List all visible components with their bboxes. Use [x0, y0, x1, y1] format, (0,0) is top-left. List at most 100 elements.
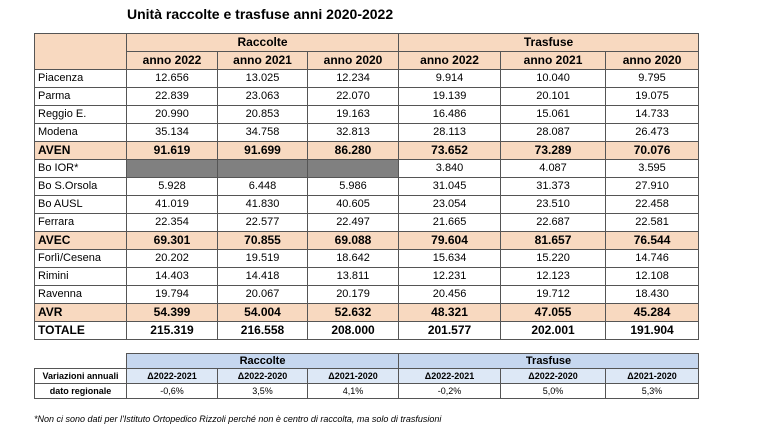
- variations-group-row: Raccolte Trasfuse: [35, 353, 700, 369]
- row-label: Piacenza: [34, 69, 127, 88]
- value-cell: 40.605: [306, 195, 400, 214]
- table-row: Ferrara 22.354 22.577 22.497 21.665 22.687 22.…: [34, 213, 700, 232]
- value-cell: 9.795: [605, 69, 700, 88]
- value-cell: 79.604: [398, 231, 502, 250]
- value-cell: 54.004: [217, 303, 308, 322]
- value-cell: 15.634: [398, 249, 502, 268]
- table-row: Modena 35.134 34.758 32.813 28.113 28.087 26.4…: [34, 123, 700, 142]
- value-cell: 5.928: [126, 177, 218, 196]
- row-label: AVEN: [34, 141, 127, 160]
- value-cell: 13.811: [306, 267, 400, 286]
- value-cell: 13.025: [217, 69, 308, 88]
- blank-cell: [35, 354, 127, 369]
- value-cell: 19.794: [126, 285, 218, 304]
- units-table: Raccolte Trasfuse anno 2022 anno 2021 an…: [34, 33, 700, 340]
- value-cell: 48.321: [398, 303, 502, 322]
- value-cell: 70.076: [605, 141, 700, 160]
- row-label: Ravenna: [34, 285, 127, 304]
- row-label: AVR: [34, 303, 127, 322]
- row-label: TOTALE: [34, 321, 127, 340]
- value-cell: 12.123: [500, 267, 607, 286]
- variation-value: 5,0%: [500, 383, 607, 399]
- value-cell: 20.179: [306, 285, 400, 304]
- value-cell: 22.577: [217, 213, 308, 232]
- value-cell: 9.914: [398, 69, 502, 88]
- variation-value: -0,6%: [126, 383, 218, 399]
- value-cell: 216.558: [217, 321, 308, 340]
- value-cell: 191.904: [605, 321, 700, 340]
- value-cell: 202.001: [500, 321, 607, 340]
- value-cell: 91.619: [126, 141, 218, 160]
- table-row: Bo S.Orsola 5.928 6.448 5.986 31.045 31.373 27…: [34, 177, 700, 196]
- value-cell: 69.301: [126, 231, 218, 250]
- row-label: AVEC: [34, 231, 127, 250]
- value-cell: 19.519: [217, 249, 308, 268]
- period-header: Δ2021-2020: [605, 368, 700, 384]
- row-label: Forlì/Cesena: [34, 249, 127, 268]
- table-title: Unità raccolte e trasfuse anni 2020-2022: [127, 6, 394, 22]
- value-cell: 70.855: [217, 231, 308, 250]
- row-label: Modena: [34, 123, 127, 142]
- raccolte-group-header: Raccolte: [125, 33, 400, 52]
- table-row: Rimini 14.403 14.418 13.811 12.231 12.123 12.1…: [34, 267, 700, 286]
- year-header: anno 2022: [398, 51, 502, 70]
- table-body: Piacenza 12.656 13.025 12.234 9.914 10.040 9.7…: [34, 69, 700, 340]
- value-cell: 19.712: [500, 285, 607, 304]
- row-label: Bo S.Orsola: [34, 177, 127, 196]
- value-cell: 10.040: [500, 69, 607, 88]
- value-cell: [306, 159, 400, 178]
- variations-row-label: Variazioni annuali: [34, 368, 127, 384]
- row-label: Bo IOR*: [34, 159, 127, 178]
- value-cell: 20.853: [217, 105, 308, 124]
- value-cell: 20.990: [126, 105, 218, 124]
- value-cell: 28.113: [398, 123, 502, 142]
- row-label: Bo AUSL: [34, 195, 127, 214]
- value-cell: 6.448: [217, 177, 308, 196]
- value-cell: 31.373: [500, 177, 607, 196]
- value-cell: 15.220: [500, 249, 607, 268]
- value-cell: 14.403: [126, 267, 218, 286]
- value-cell: 91.699: [217, 141, 308, 160]
- variations-value-row: dato regionale -0,6% 3,5% 4,1% -0,2% 5,0…: [34, 383, 700, 399]
- value-cell: 14.746: [605, 249, 700, 268]
- row-label: Rimini: [34, 267, 127, 286]
- value-cell: 20.101: [500, 87, 607, 106]
- value-cell: [217, 159, 308, 178]
- year-header: anno 2022: [126, 51, 218, 70]
- year-header: anno 2020: [605, 51, 700, 70]
- table-row: Forlì/Cesena 20.202 19.519 18.642 15.634 15.2…: [34, 249, 700, 268]
- variations-raccolte-header: Raccolte: [125, 353, 400, 369]
- variations-trasfuse-header: Trasfuse: [398, 353, 700, 369]
- value-cell: 23.063: [217, 87, 308, 106]
- value-cell: 73.289: [500, 141, 607, 160]
- value-cell: 12.234: [306, 69, 400, 88]
- corner-cell: [34, 33, 127, 70]
- year-header: anno 2020: [306, 51, 400, 70]
- value-cell: 208.000: [306, 321, 400, 340]
- value-cell: 22.581: [605, 213, 700, 232]
- value-cell: 52.632: [306, 303, 400, 322]
- value-cell: 47.055: [500, 303, 607, 322]
- value-cell: 3.595: [605, 159, 700, 178]
- year-header: anno 2021: [217, 51, 308, 70]
- value-cell: 45.284: [605, 303, 700, 322]
- value-cell: [126, 159, 218, 178]
- period-header: Δ2021-2020: [306, 368, 400, 384]
- value-cell: 22.497: [306, 213, 400, 232]
- variation-value: 5,3%: [605, 383, 700, 399]
- value-cell: 22.354: [126, 213, 218, 232]
- value-cell: 22.458: [605, 195, 700, 214]
- table-row: Bo IOR* 3.840 4.087 3.595: [34, 159, 700, 178]
- period-header: Δ2022-2020: [217, 368, 308, 384]
- value-cell: 19.075: [605, 87, 700, 106]
- value-cell: 26.473: [605, 123, 700, 142]
- value-cell: 32.813: [306, 123, 400, 142]
- value-cell: 3.840: [398, 159, 502, 178]
- variations-table: Raccolte Trasfuse Variazioni annuali Δ20…: [34, 353, 700, 399]
- value-cell: 20.456: [398, 285, 502, 304]
- value-cell: 22.839: [126, 87, 218, 106]
- value-cell: 34.758: [217, 123, 308, 142]
- row-label: Parma: [34, 87, 127, 106]
- year-header-row: anno 2022 anno 2021 anno 2020 anno 2022 …: [35, 51, 700, 70]
- table-row: Piacenza 12.656 13.025 12.234 9.914 10.040 9.7…: [34, 69, 700, 88]
